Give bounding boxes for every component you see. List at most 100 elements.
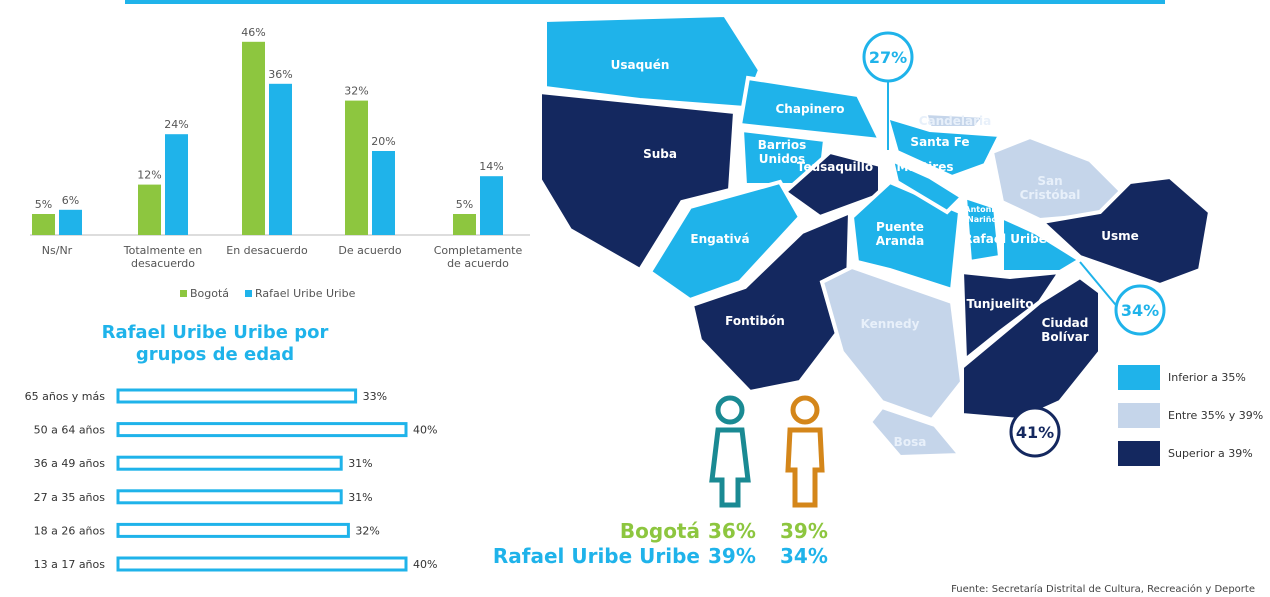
value-label: 5% — [35, 198, 52, 211]
locality — [647, 179, 803, 303]
locality-label: Mártires — [896, 160, 954, 174]
y-tick-label: 18 a 26 años — [34, 524, 106, 537]
bar — [116, 388, 358, 404]
value-label: 32% — [355, 524, 379, 537]
x-tick-label: Completamente de acuerdo — [433, 244, 523, 271]
locality — [538, 89, 738, 273]
callout-circle — [862, 31, 914, 83]
x-tick-label: Totalmente en desacuerdo — [123, 244, 203, 271]
callout-label: 27% — [869, 48, 907, 67]
bar — [165, 134, 188, 235]
legend-label: Bogotá — [190, 287, 229, 300]
value-label: 33% — [363, 390, 387, 403]
callout-circle — [1009, 406, 1061, 458]
locality-label: Barrios Unidos — [757, 138, 807, 167]
locality — [737, 75, 884, 143]
legend-label: Inferior a 35% — [1168, 371, 1246, 384]
value-label: 46% — [241, 26, 265, 39]
legend-label: Rafael Uribe Uribe — [255, 287, 356, 300]
legend-label: Entre 35% y 39% — [1168, 409, 1263, 422]
locality-label: Engativá — [690, 232, 750, 246]
bar — [138, 184, 161, 235]
locality-label: Bosa — [893, 435, 927, 449]
legend-swatch — [1118, 403, 1160, 428]
x-tick-label: De acuerdo — [338, 244, 402, 257]
value-label: 31% — [348, 457, 372, 470]
group-name: Rafael Uribe Uribe — [493, 544, 700, 568]
locality-label: Usaquén — [610, 58, 670, 72]
locality-label: Tunjuelito — [966, 297, 1034, 311]
locality — [1000, 213, 1084, 274]
locality — [889, 156, 966, 215]
value-label: 5% — [456, 198, 473, 211]
female-icon — [709, 395, 751, 508]
locality-label: Fontibón — [725, 314, 785, 328]
legend-swatch — [180, 290, 187, 297]
callout-circle — [1114, 284, 1166, 336]
locality-label: Rafael Uribe — [963, 232, 1047, 246]
bar — [345, 100, 368, 235]
locality — [849, 179, 963, 293]
bar — [116, 556, 408, 572]
value-label: 12% — [137, 169, 161, 182]
value-label: 40% — [413, 424, 437, 437]
x-tick-label: En desacuerdo — [226, 244, 308, 257]
value-label: 36% — [268, 68, 292, 81]
value-label: 14% — [479, 160, 503, 173]
male-icon — [785, 395, 825, 508]
locality-label: Chapinero — [775, 102, 845, 116]
legend-swatch — [1118, 441, 1160, 466]
callout-label: 41% — [1016, 423, 1054, 442]
locality-label: Suba — [643, 147, 677, 161]
locality-label: Kennedy — [860, 317, 920, 331]
locality — [960, 274, 1102, 423]
bar — [59, 209, 82, 235]
locality-label: Santa Fe — [910, 135, 970, 149]
value-label: 20% — [371, 135, 395, 148]
locality-label: Candelaria — [918, 114, 992, 128]
locality — [781, 149, 882, 220]
y-tick-label: 13 a 17 años — [34, 558, 106, 571]
locality-label: Puente Aranda — [875, 220, 925, 249]
bar — [242, 41, 265, 235]
bar — [269, 83, 292, 235]
bar — [116, 422, 408, 438]
x-tick-label: Ns/Nr — [41, 244, 73, 257]
legend-swatch — [245, 290, 252, 297]
y-tick-label: 65 años y más — [25, 390, 106, 403]
locality-label: San Cristóbal — [1019, 174, 1081, 203]
locality-label: Teusaquillo — [796, 160, 874, 174]
chart-title: Rafael Uribe Uribe por grupos de edad — [101, 322, 329, 365]
value-label: 32% — [344, 85, 368, 98]
bar — [116, 455, 343, 471]
male-value: 34% — [780, 544, 828, 568]
locality-label: Antonio Nariño — [964, 205, 1000, 224]
bar — [453, 214, 476, 235]
source: Fuente: Secretaría Distrital de Cultura,… — [951, 583, 1255, 595]
y-tick-label: 27 a 35 años — [34, 491, 106, 504]
legend-label: Superior a 39% — [1168, 447, 1253, 460]
bar — [116, 522, 350, 538]
locality — [1037, 174, 1213, 288]
value-label: 31% — [348, 491, 372, 504]
value-label: 6% — [62, 194, 79, 207]
bar — [116, 489, 343, 505]
value-label: 24% — [164, 118, 188, 131]
bar — [32, 214, 55, 235]
group-name: Bogotá — [620, 519, 700, 543]
value-label: 40% — [413, 558, 437, 571]
callout-label: 34% — [1121, 301, 1159, 320]
locality — [922, 110, 990, 130]
legend-swatch — [1118, 365, 1160, 390]
bar — [480, 176, 503, 235]
locality — [819, 264, 965, 423]
male-value: 39% — [780, 519, 828, 543]
locality — [867, 404, 965, 460]
locality-label: Usme — [1101, 229, 1139, 243]
y-tick-label: 50 a 64 años — [34, 424, 106, 437]
female-value: 36% — [708, 519, 756, 543]
locality-label: Ciudad Bolívar — [1041, 316, 1089, 345]
locality — [884, 114, 1004, 180]
